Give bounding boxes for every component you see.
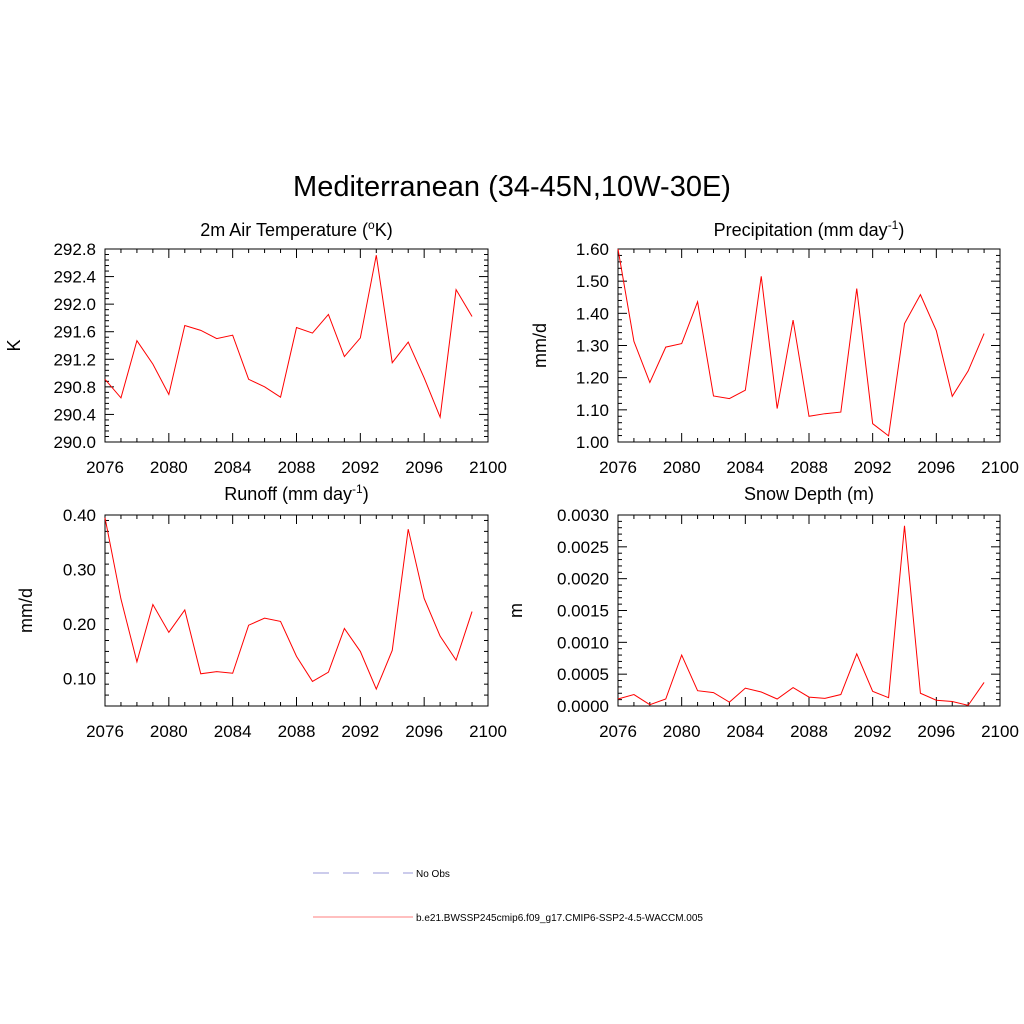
runoff-y-tick-label: 0.40 [63, 506, 96, 525]
temperature-y-axis-label: K [4, 339, 24, 351]
precipitation-x-tick-label: 2096 [917, 458, 955, 477]
temperature-y-tick-label: 291.6 [53, 323, 96, 342]
legend: No Obs b.e21.BWSSP245cmip6.f09_g17.CMIP6… [313, 869, 703, 924]
snow-depth-y-tick-label: 0.0020 [557, 570, 609, 589]
precipitation-x-tick-label: 2100 [981, 458, 1019, 477]
snow-depth-y-axis-label: m [506, 603, 526, 618]
legend-model-label: b.e21.BWSSP245cmip6.f09_g17.CMIP6-SSP2-4… [416, 913, 703, 924]
panel-temperature: 2m Air Temperature (oK) K 2076 2080 2084 2088… [4, 218, 507, 477]
snow-depth-x-tick-label: 2088 [790, 722, 828, 741]
main-title: Mediterranean (34-45N,10W-30E) [293, 171, 731, 203]
runoff-title: Runoff (mm day-1) [224, 482, 368, 504]
temperature-y-tick-label: 292.4 [53, 268, 96, 287]
temperature-y-tick-label: 292.8 [53, 240, 96, 259]
precipitation-y-axis-label: mm/d [530, 323, 550, 368]
precipitation-x-tick-label: 2080 [663, 458, 701, 477]
panel-snow-depth: Snow Depth (m) m 2076 2080 2084 2088 2092 2096 2… [506, 484, 1019, 741]
snow-depth-y-tick-label: 0.0015 [557, 602, 609, 621]
temperature-title: 2m Air Temperature (oK) [200, 218, 392, 240]
temperature-series-line [104, 255, 473, 420]
precipitation-x-tick-label: 2076 [599, 458, 637, 477]
precipitation-y-tick-label: 1.30 [576, 337, 609, 356]
precipitation-x-tick-label: 2084 [726, 458, 764, 477]
precipitation-title: Precipitation (mm day-1) [714, 218, 905, 240]
snow-depth-series-line [617, 525, 985, 706]
runoff-x-tick-label: 2088 [278, 722, 316, 741]
temperature-x-tick-label: 2092 [341, 458, 379, 477]
runoff-x-tick-label: 2080 [150, 722, 188, 741]
runoff-series-line [104, 517, 473, 691]
temperature-x-tick-label: 2096 [405, 458, 443, 477]
runoff-y-tick-label: 0.10 [63, 670, 96, 689]
runoff-x-tick-label: 2096 [405, 722, 443, 741]
panel-runoff: Runoff (mm day-1) mm/d 2076 2080 2084 2088 209… [16, 482, 507, 741]
temperature-y-tick-label: 291.2 [53, 350, 96, 369]
temperature-y-tick-label: 292.0 [53, 295, 96, 314]
precipitation-y-tick-label: 1.10 [576, 401, 609, 420]
temperature-x-tick-label: 2088 [278, 458, 316, 477]
runoff-x-tick-label: 2084 [214, 722, 252, 741]
temperature-y-tick-label: 290.0 [53, 433, 96, 452]
precipitation-y-tick-label: 1.60 [576, 240, 609, 259]
runoff-y-tick-label: 0.20 [63, 615, 96, 634]
snow-depth-y-tick-label: 0.0010 [557, 633, 609, 652]
temperature-y-tick-label: 290.8 [53, 378, 96, 397]
snow-depth-y-tick-label: 0.0025 [557, 538, 609, 557]
temperature-y-tick-label: 290.4 [53, 405, 96, 424]
snow-depth-x-tick-label: 2076 [599, 722, 637, 741]
precipitation-plot-frame [617, 248, 1001, 443]
precipitation-y-tick-label: 1.50 [576, 272, 609, 291]
snow-depth-title: Snow Depth (m) [744, 484, 874, 504]
snow-depth-x-tick-label: 2100 [981, 722, 1019, 741]
runoff-y-tick-label: 0.30 [63, 561, 96, 580]
precipitation-y-tick-label: 1.00 [576, 433, 609, 452]
runoff-x-tick-label: 2092 [341, 722, 379, 741]
snow-depth-y-tick-label: 0.0000 [557, 697, 609, 716]
panel-precipitation: Precipitation (mm day-1) mm/d 2076 2080 2084… [530, 218, 1019, 477]
snow-depth-y-tick-label: 0.0030 [557, 506, 609, 525]
snow-depth-x-tick-label: 2092 [854, 722, 892, 741]
snow-depth-y-tick-label: 0.0005 [557, 665, 609, 684]
precipitation-y-tick-label: 1.40 [576, 304, 609, 323]
runoff-x-tick-label: 2100 [469, 722, 507, 741]
snow-depth-x-tick-label: 2084 [726, 722, 764, 741]
runoff-x-tick-label: 2076 [86, 722, 124, 741]
temperature-x-tick-label: 2076 [86, 458, 124, 477]
temperature-x-tick-label: 2080 [150, 458, 188, 477]
precipitation-series-line [617, 248, 985, 437]
temperature-x-tick-label: 2084 [214, 458, 252, 477]
runoff-plot-frame [104, 514, 489, 707]
precipitation-y-tick-label: 1.20 [576, 369, 609, 388]
temperature-x-tick-label: 2100 [469, 458, 507, 477]
temperature-plot-frame [104, 248, 489, 443]
legend-no-obs-label: No Obs [416, 869, 450, 880]
runoff-y-axis-label: mm/d [16, 588, 36, 633]
snow-depth-x-tick-label: 2096 [917, 722, 955, 741]
snow-depth-plot-frame [617, 514, 1001, 707]
precipitation-x-tick-label: 2092 [854, 458, 892, 477]
precipitation-x-tick-label: 2088 [790, 458, 828, 477]
snow-depth-x-tick-label: 2080 [663, 722, 701, 741]
